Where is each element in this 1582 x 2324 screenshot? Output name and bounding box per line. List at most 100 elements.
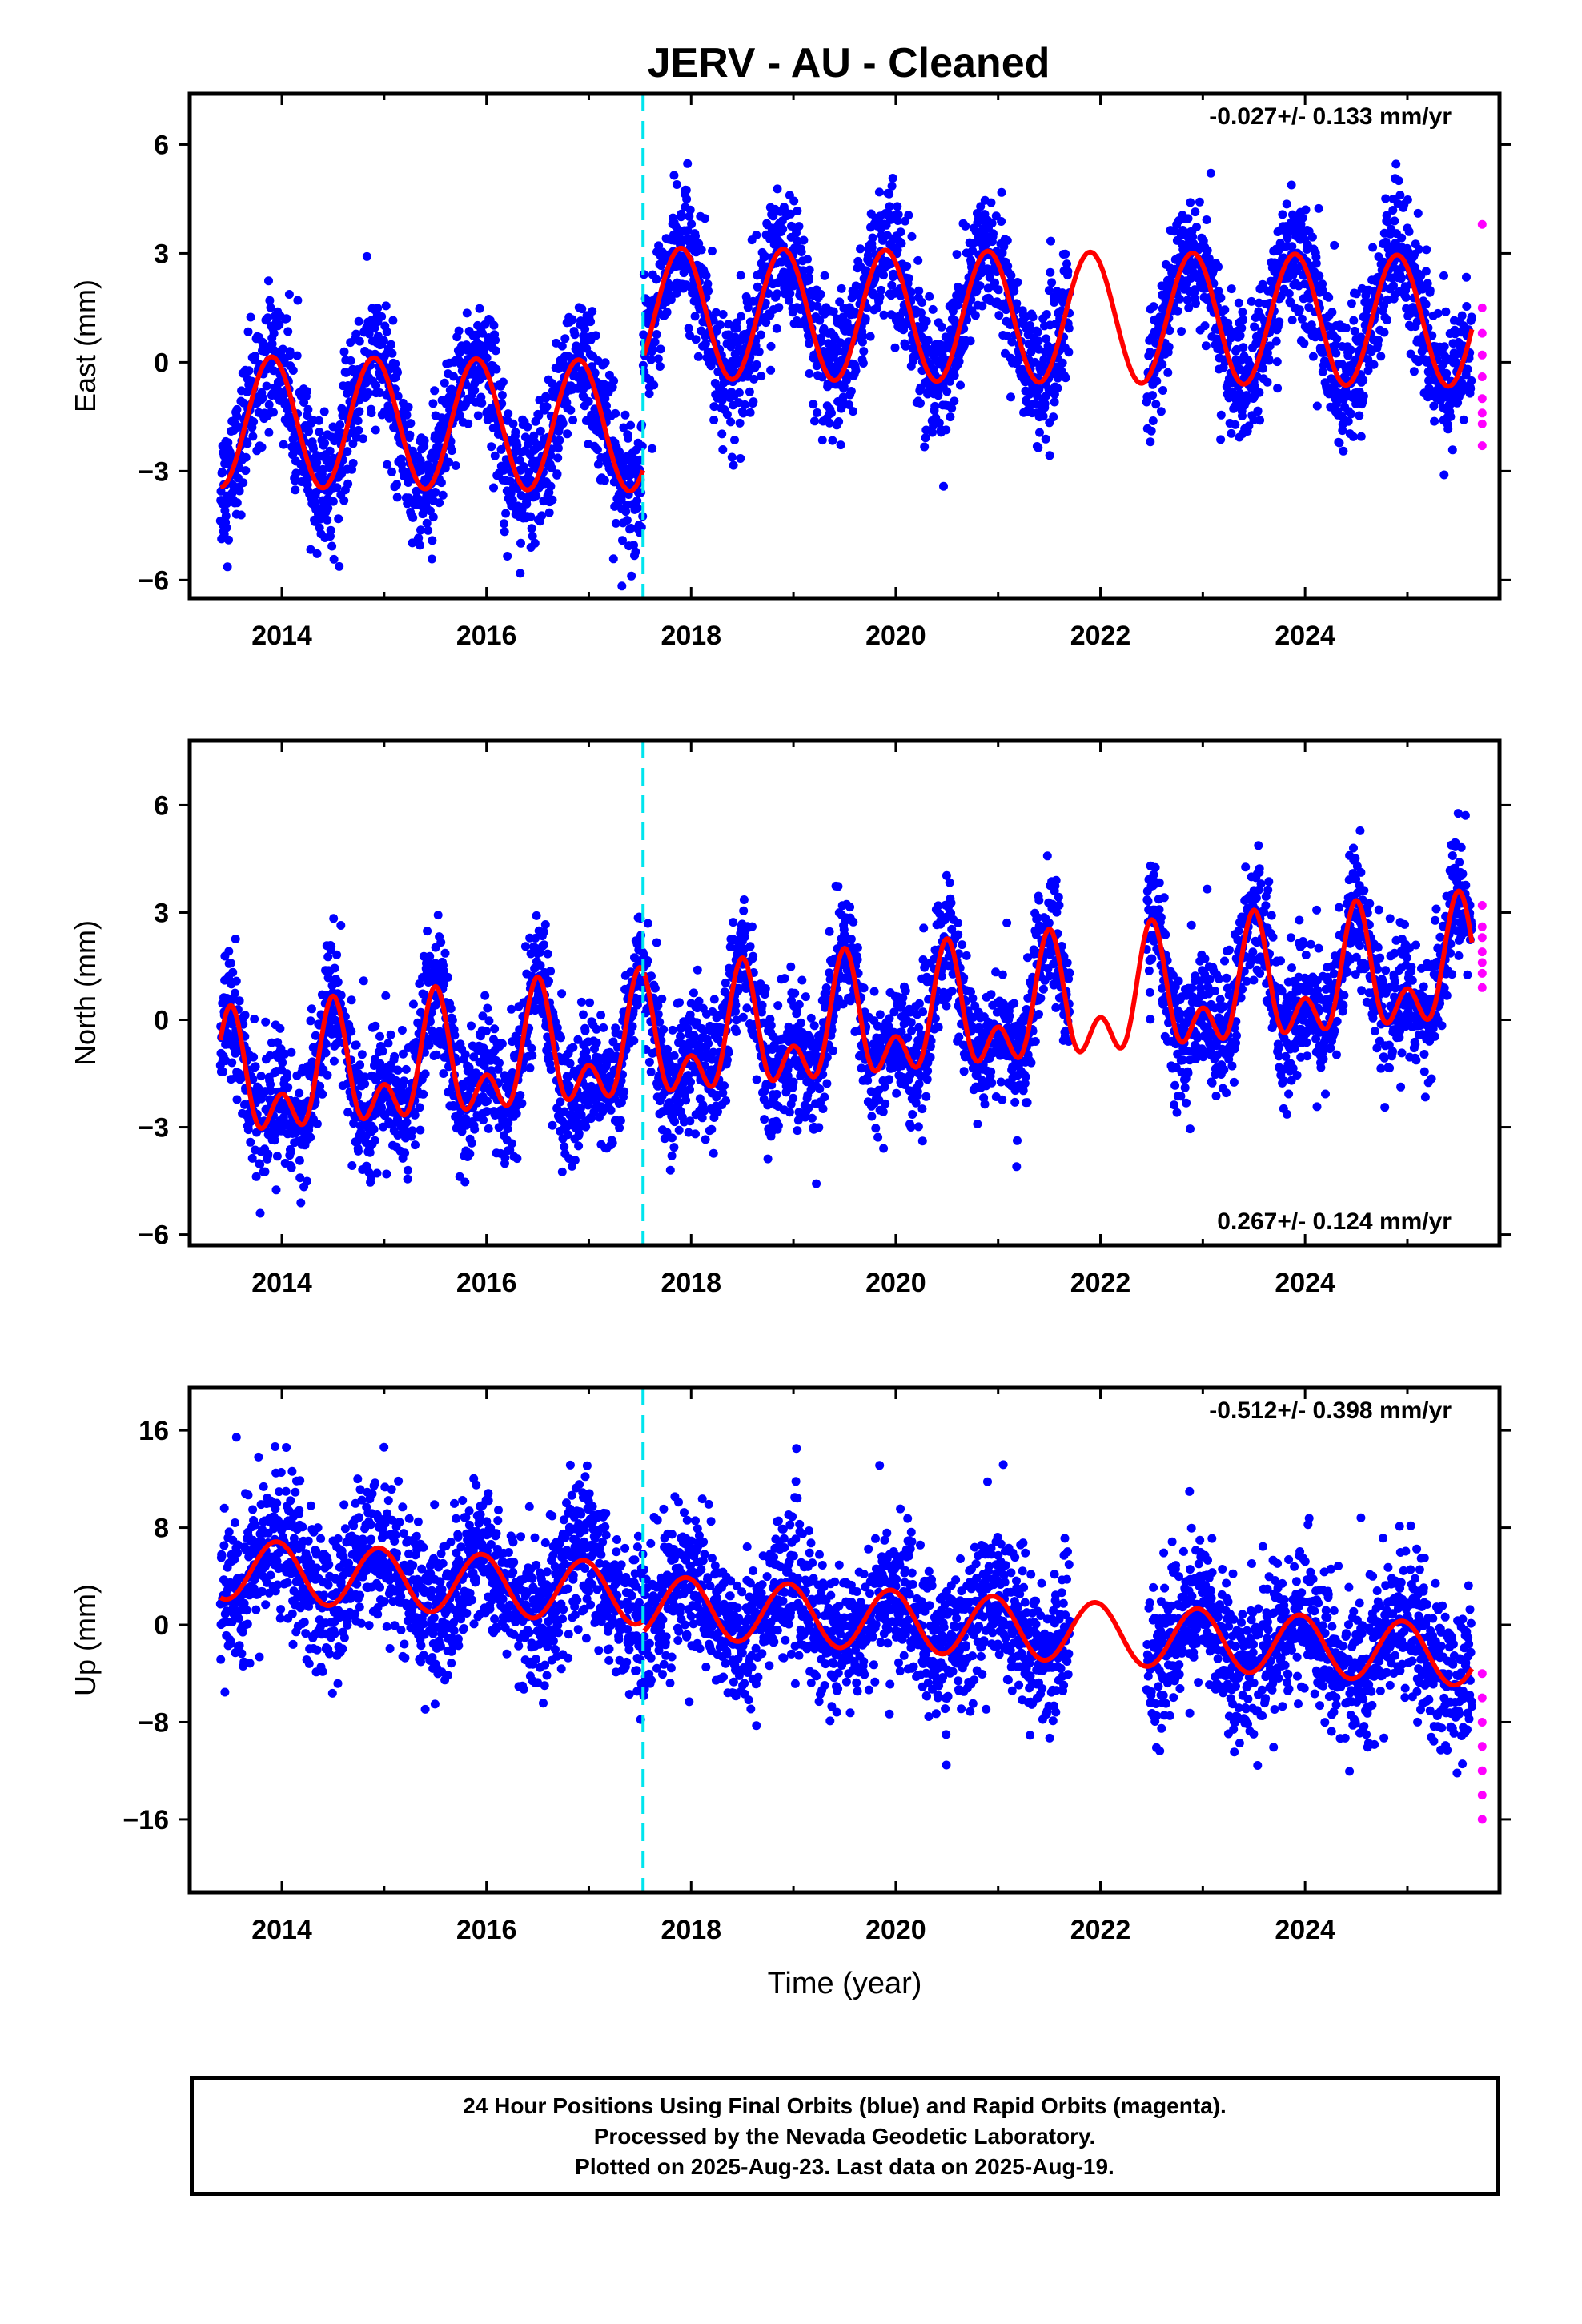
final-point: [251, 1172, 261, 1181]
final-point: [1030, 357, 1040, 367]
final-point: [1403, 195, 1412, 204]
final-point: [1028, 312, 1038, 322]
final-point: [428, 513, 438, 522]
final-point: [1151, 400, 1161, 409]
final-point: [1335, 438, 1344, 448]
final-point: [381, 991, 391, 1000]
final-point: [1331, 341, 1340, 350]
final-point: [497, 391, 507, 400]
final-point: [528, 532, 537, 541]
final-point: [364, 329, 374, 339]
final-point: [328, 497, 338, 506]
final-point: [907, 231, 917, 241]
final-point: [446, 1004, 456, 1013]
final-point: [1045, 451, 1054, 460]
final-point: [239, 478, 248, 488]
final-point: [347, 1161, 357, 1170]
final-point: [861, 314, 870, 324]
final-point: [574, 1128, 584, 1138]
final-point: [553, 444, 563, 453]
final-point: [778, 224, 788, 234]
final-point: [408, 513, 418, 522]
final-point: [336, 991, 346, 1000]
final-point: [724, 320, 733, 329]
final-point: [1183, 214, 1193, 223]
final-point: [226, 959, 235, 968]
final-point: [1327, 308, 1337, 317]
final-point: [1216, 293, 1226, 303]
final-point: [460, 1177, 470, 1187]
final-point: [516, 1091, 525, 1100]
final-point: [626, 420, 636, 430]
final-point: [243, 1125, 253, 1135]
final-point: [1447, 445, 1457, 455]
rapid-orbit-points: [1477, 219, 1487, 451]
final-point: [291, 485, 300, 495]
final-point: [450, 1031, 460, 1040]
final-point: [377, 312, 387, 321]
final-point: [1013, 278, 1022, 287]
final-point: [360, 1079, 370, 1088]
x-tick-label: 2022: [1070, 621, 1131, 651]
final-point: [491, 336, 500, 345]
final-point: [1391, 159, 1401, 169]
final-point: [1039, 355, 1049, 364]
final-point: [295, 1088, 304, 1098]
final-point: [290, 476, 299, 485]
final-point: [455, 348, 464, 358]
final-point: [636, 522, 646, 532]
final-point: [251, 352, 260, 361]
final-point: [278, 1058, 287, 1068]
final-point: [749, 374, 759, 384]
final-point: [1264, 356, 1274, 365]
final-point: [369, 1124, 379, 1134]
final-point: [568, 416, 578, 425]
final-point: [1347, 299, 1356, 308]
final-point: [227, 1058, 237, 1068]
final-point: [1299, 339, 1309, 348]
final-point: [1442, 368, 1452, 378]
final-point: [1146, 426, 1156, 436]
final-point: [879, 310, 889, 320]
final-point: [255, 1208, 265, 1218]
final-point: [482, 353, 492, 363]
final-point: [925, 292, 934, 301]
final-point: [309, 444, 318, 453]
final-point: [736, 271, 745, 280]
final-point: [424, 1040, 434, 1050]
final-point: [370, 324, 379, 333]
final-point: [462, 308, 472, 318]
final-point: [315, 416, 323, 425]
final-point: [1206, 168, 1215, 178]
final-point: [222, 523, 231, 533]
final-point: [544, 976, 553, 986]
final-point: [888, 174, 897, 183]
final-point: [887, 181, 897, 191]
final-point: [415, 1103, 424, 1112]
final-point: [722, 410, 732, 420]
final-point: [343, 447, 352, 456]
final-point: [461, 1114, 470, 1123]
final-point: [326, 525, 335, 535]
final-point: [893, 245, 902, 255]
final-point: [890, 343, 900, 352]
final-point: [536, 961, 545, 970]
final-point: [546, 481, 556, 491]
final-point: [624, 433, 632, 443]
final-point: [593, 460, 603, 469]
final-point: [263, 1149, 273, 1159]
final-point: [697, 245, 706, 255]
final-point: [872, 304, 881, 313]
final-point: [863, 251, 873, 260]
final-point: [1220, 305, 1230, 315]
final-point: [315, 428, 324, 436]
final-point: [548, 495, 557, 505]
final-point: [370, 1136, 379, 1145]
final-point: [1190, 285, 1199, 295]
final-point: [400, 1148, 410, 1158]
final-point: [420, 1069, 430, 1079]
final-point: [266, 1086, 275, 1096]
final-point: [304, 427, 314, 436]
final-point: [548, 1120, 557, 1130]
final-point: [1273, 384, 1283, 393]
